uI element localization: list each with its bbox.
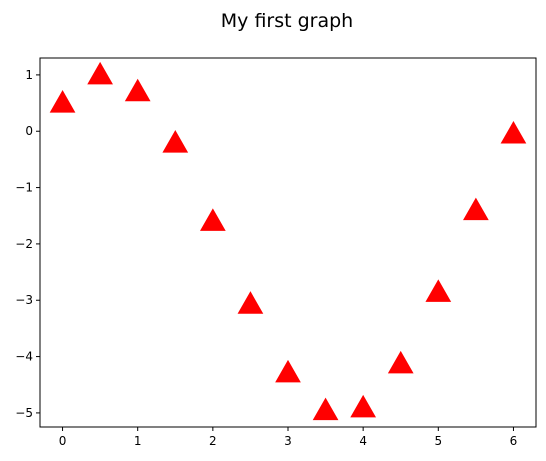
data-point-triangle [500,121,527,144]
y-tick-label: −3 [15,293,33,307]
data-point-triangle [387,350,414,374]
data-point-triangle [162,130,189,153]
y-tick-label: −1 [15,181,33,195]
x-axis: 0 1 2 3 4 5 6 [59,427,518,448]
data-point-triangle [312,397,339,421]
y-tick-label: −5 [15,406,33,420]
x-tick-label: 1 [134,434,142,448]
data-markers [49,61,527,421]
data-point-triangle [425,279,452,302]
y-axis: 1 0 −1 −2 −3 −4 −5 [15,68,40,420]
data-point-triangle [275,359,301,383]
y-tick-label: 0 [25,124,33,138]
data-point-triangle [87,61,113,85]
x-tick-label: 0 [59,434,67,448]
data-point-triangle [463,197,489,221]
chart-title: My first graph [221,10,353,32]
data-point-triangle [237,291,264,314]
x-tick-label: 4 [359,434,367,448]
x-tick-label: 5 [434,434,442,448]
data-point-triangle [124,78,151,102]
y-tick-label: 1 [25,68,33,82]
data-point-triangle [199,208,226,231]
y-tick-label: −4 [15,350,33,364]
y-tick-label: −2 [15,237,33,251]
x-tick-label: 6 [510,434,518,448]
data-point-triangle [350,394,377,418]
data-point-triangle [49,90,76,113]
x-tick-label: 3 [284,434,292,448]
x-tick-label: 2 [209,434,217,448]
